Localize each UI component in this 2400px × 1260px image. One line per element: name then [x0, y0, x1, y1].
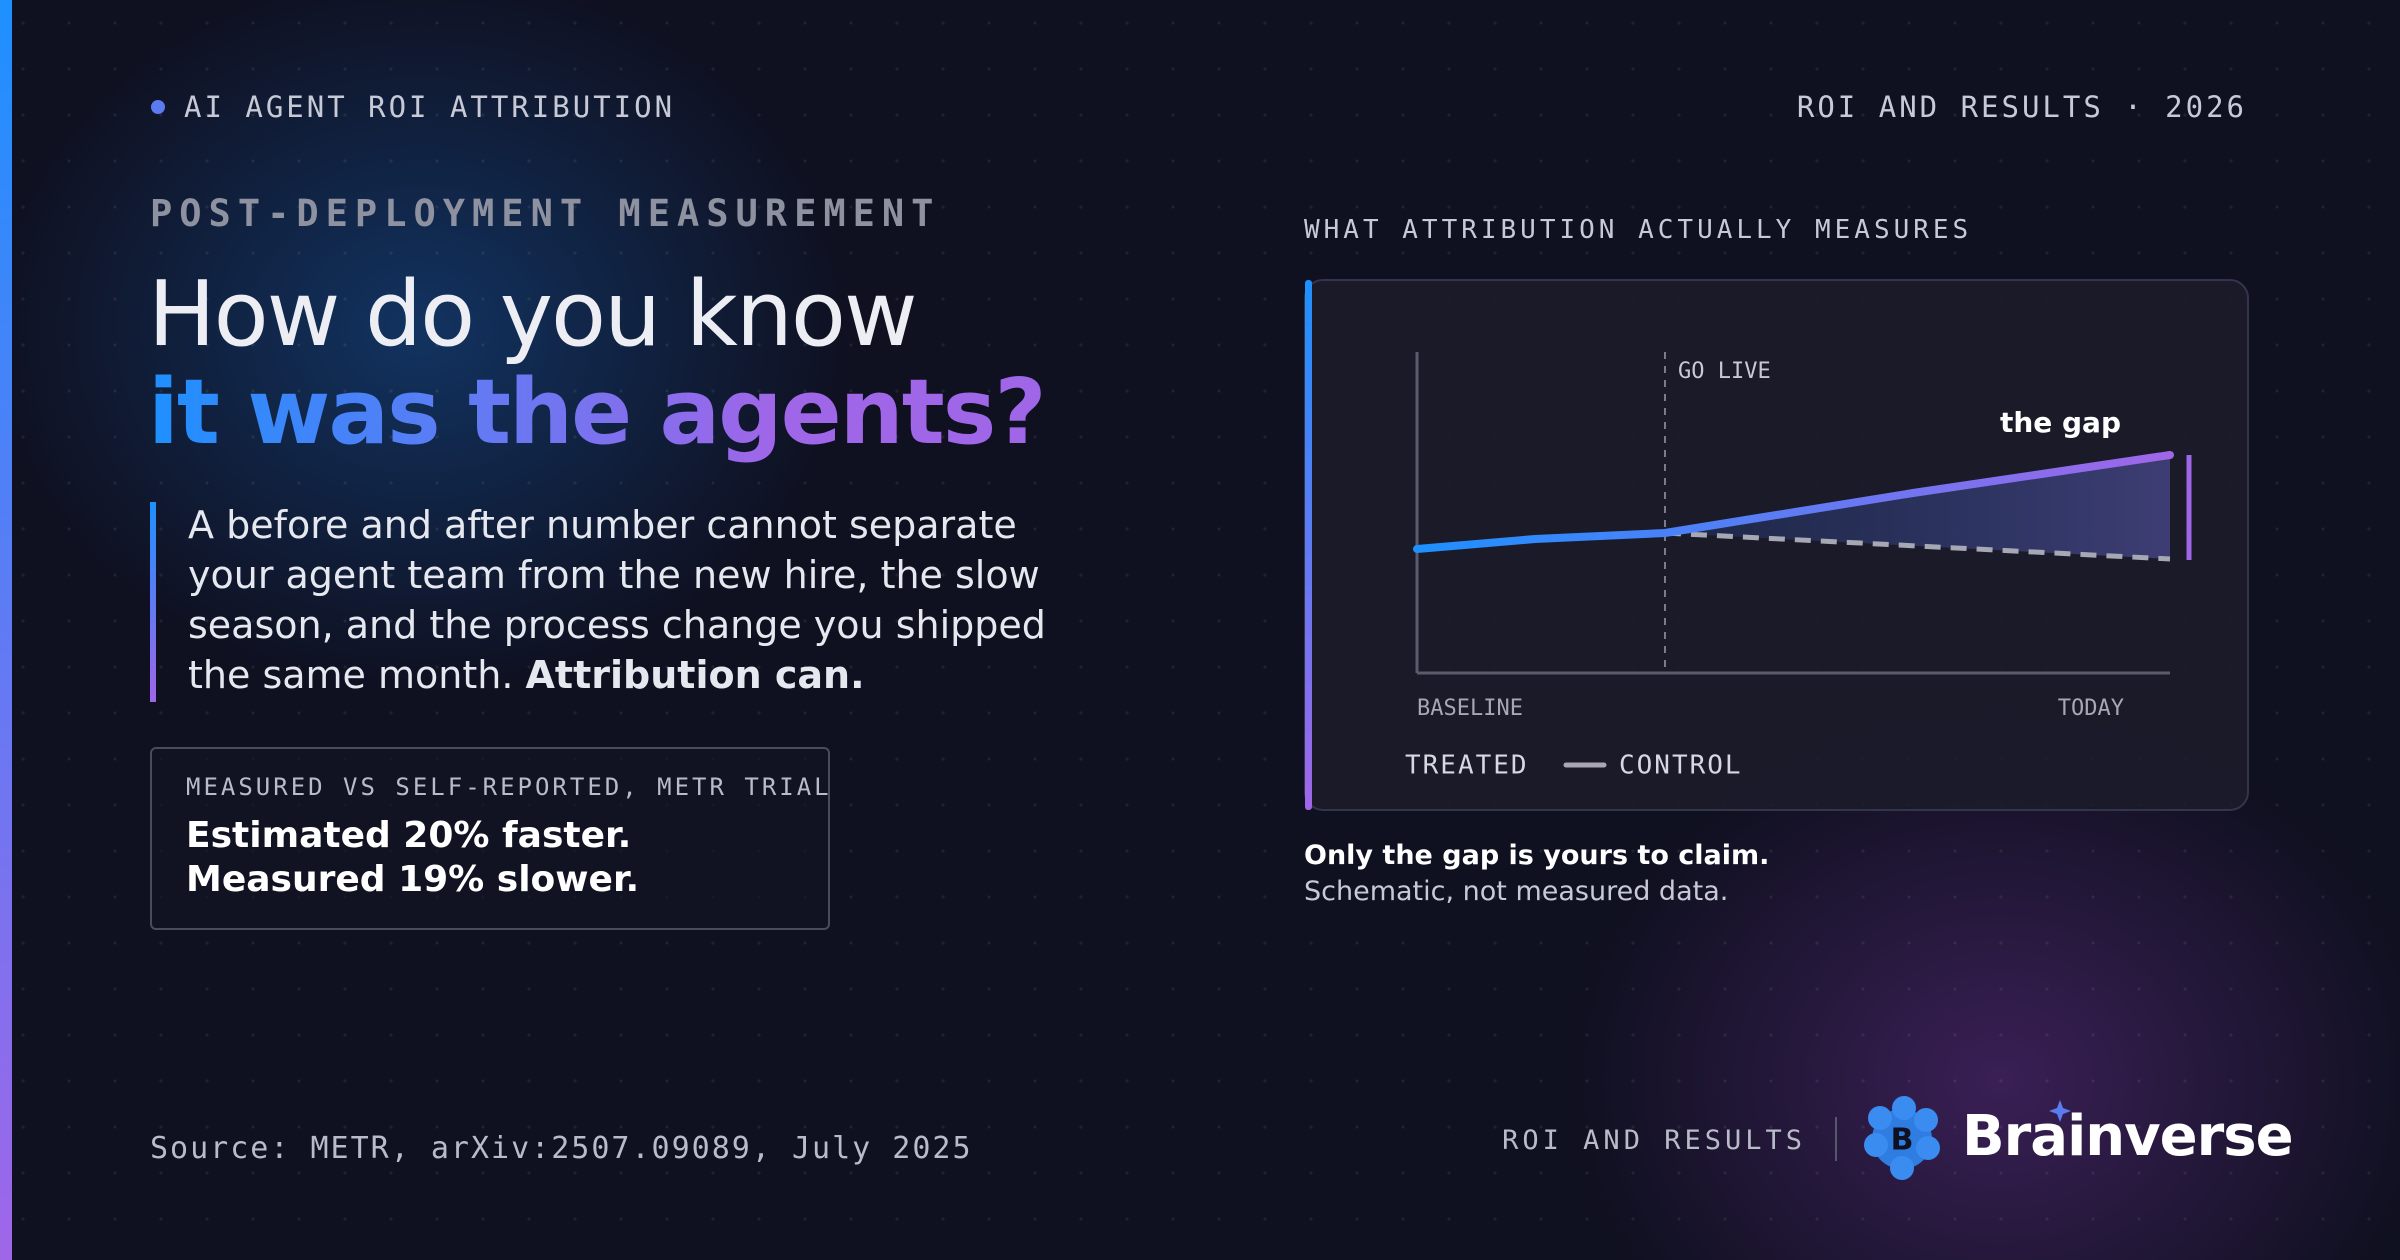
accent-bar — [0, 0, 12, 1260]
stat-box: MEASURED VS SELF-REPORTED, METR TRIAL Es… — [150, 747, 830, 930]
body-emphasis: Attribution can. — [525, 653, 865, 697]
go-live-label: GO LIVE — [1678, 359, 1771, 384]
kicker: POST-DEPLOYMENT MEASUREMENT — [150, 192, 941, 235]
gap-label: the gap — [2000, 406, 2121, 439]
legend-label: TREATED — [1405, 751, 1529, 781]
legend-label: CONTROL — [1619, 751, 1743, 781]
svg-text:B: B — [1891, 1123, 1914, 1158]
x-label: BASELINE — [1417, 696, 1523, 721]
body-bar — [150, 502, 156, 702]
caption: Only the gap is yours to claim. — [1304, 840, 1770, 871]
stat-line: Measured 19% slower. — [186, 859, 640, 900]
body: A before and after number cannot separat… — [188, 500, 1093, 700]
stat-label: MEASURED VS SELF-REPORTED, METR TRIAL — [186, 773, 832, 801]
x-label: TODAY — [2058, 696, 2124, 721]
brand-name: Brainverse — [1962, 1104, 2294, 1169]
brand-logo: B — [1864, 1096, 2071, 1180]
headline-line-2: it was the agents? — [148, 360, 1047, 465]
treated-line — [1413, 451, 2174, 553]
card-accent — [1305, 280, 1312, 810]
headline-line-1: How do you know — [148, 262, 918, 367]
source: Source: METR, arXiv:2507.09089, July 202… — [150, 1131, 973, 1166]
series-label: ROI AND RESULTS · 2026 — [1796, 90, 2247, 124]
caption-note: Schematic, not measured data. — [1304, 876, 1729, 907]
footer-label: ROI AND RESULTS — [1502, 1125, 1806, 1156]
stat-line: Estimated 20% faster. — [186, 815, 632, 856]
gap-area — [1665, 455, 2170, 559]
eyebrow: AI AGENT ROI ATTRIBUTION — [184, 90, 676, 124]
eyebrow-dot — [151, 100, 165, 114]
body-text: A before and after number cannot separat… — [188, 503, 1046, 697]
control-line — [1664, 530, 2171, 562]
chart-title: WHAT ATTRIBUTION ACTUALLY MEASURES — [1304, 215, 1973, 245]
